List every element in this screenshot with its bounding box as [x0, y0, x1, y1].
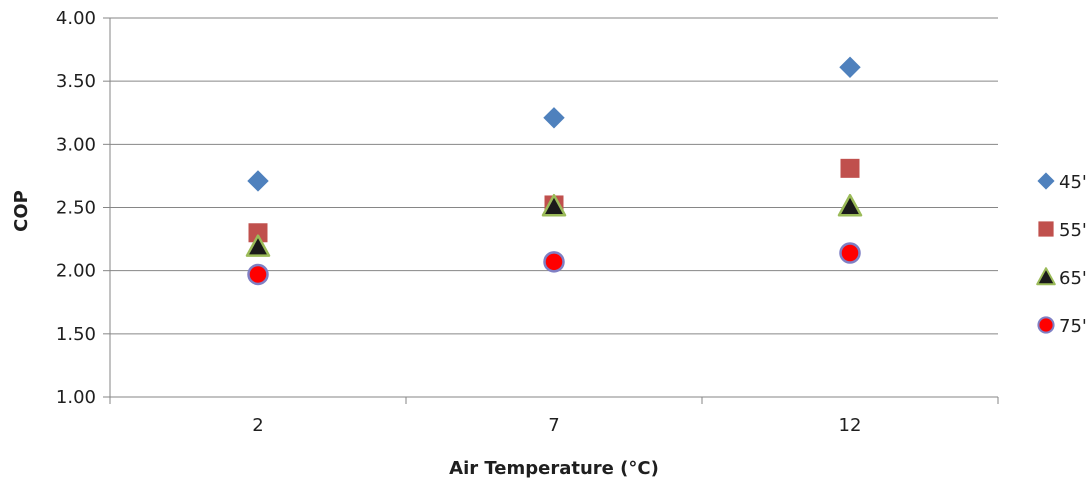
legend-label: 75': [1059, 316, 1087, 337]
data-point-triangle: [837, 193, 863, 217]
data-markers: [245, 56, 863, 286]
y-tick-labels: 1.00 1.50 2.00 2.50 3.00 3.50 4.00: [56, 8, 96, 408]
y-tick-label: 2.50: [56, 198, 96, 219]
data-point-triangle: [541, 193, 567, 217]
legend-marker-circle: [1037, 316, 1055, 334]
data-point-circle: [839, 242, 861, 264]
data-point-triangle: [245, 234, 271, 257]
x-tick-labels: 2 7 12: [252, 415, 861, 436]
legend-marker-group: [1037, 316, 1055, 334]
gridlines: [110, 17, 998, 335]
legend-item: 55': [1038, 220, 1087, 241]
y-tick-label: 2.00: [56, 261, 96, 282]
y-tick-label: 3.50: [56, 71, 96, 92]
y-axis-title: COP: [11, 190, 32, 232]
data-point-circle: [247, 263, 269, 286]
legend-marker-group: [1036, 267, 1056, 286]
x-axis-title: Air Temperature (°C): [449, 458, 659, 479]
y-tick-label: 3.00: [56, 134, 96, 155]
x-tick-label: 2: [252, 415, 263, 436]
x-tick-label: 7: [548, 415, 559, 436]
data-point-circle: [543, 251, 565, 273]
legend-item: 45': [1037, 172, 1087, 193]
legend-label: 55': [1059, 220, 1087, 241]
legend-label: 45': [1059, 172, 1087, 193]
x-tick-label: 12: [839, 415, 862, 436]
legend-label: 65': [1059, 268, 1087, 289]
legend: 45' 55' 65' 75': [1036, 172, 1087, 337]
legend-item: 75': [1037, 316, 1087, 337]
y-tick-label: 1.00: [56, 387, 96, 408]
data-point-diamond: [839, 56, 861, 78]
axes: [103, 17, 999, 404]
data-point-diamond: [247, 170, 269, 192]
y-tick-label: 4.00: [56, 8, 96, 29]
legend-marker-group: [1037, 172, 1055, 190]
legend-marker-square: [1038, 221, 1054, 237]
data-point-square: [840, 158, 860, 178]
legend-item: 65': [1036, 267, 1087, 289]
y-tick-label: 1.50: [56, 324, 96, 345]
legend-marker-triangle: [1036, 267, 1056, 286]
data-point-diamond: [543, 107, 565, 129]
legend-marker-group: [1038, 221, 1054, 237]
legend-marker-diamond: [1037, 172, 1055, 190]
